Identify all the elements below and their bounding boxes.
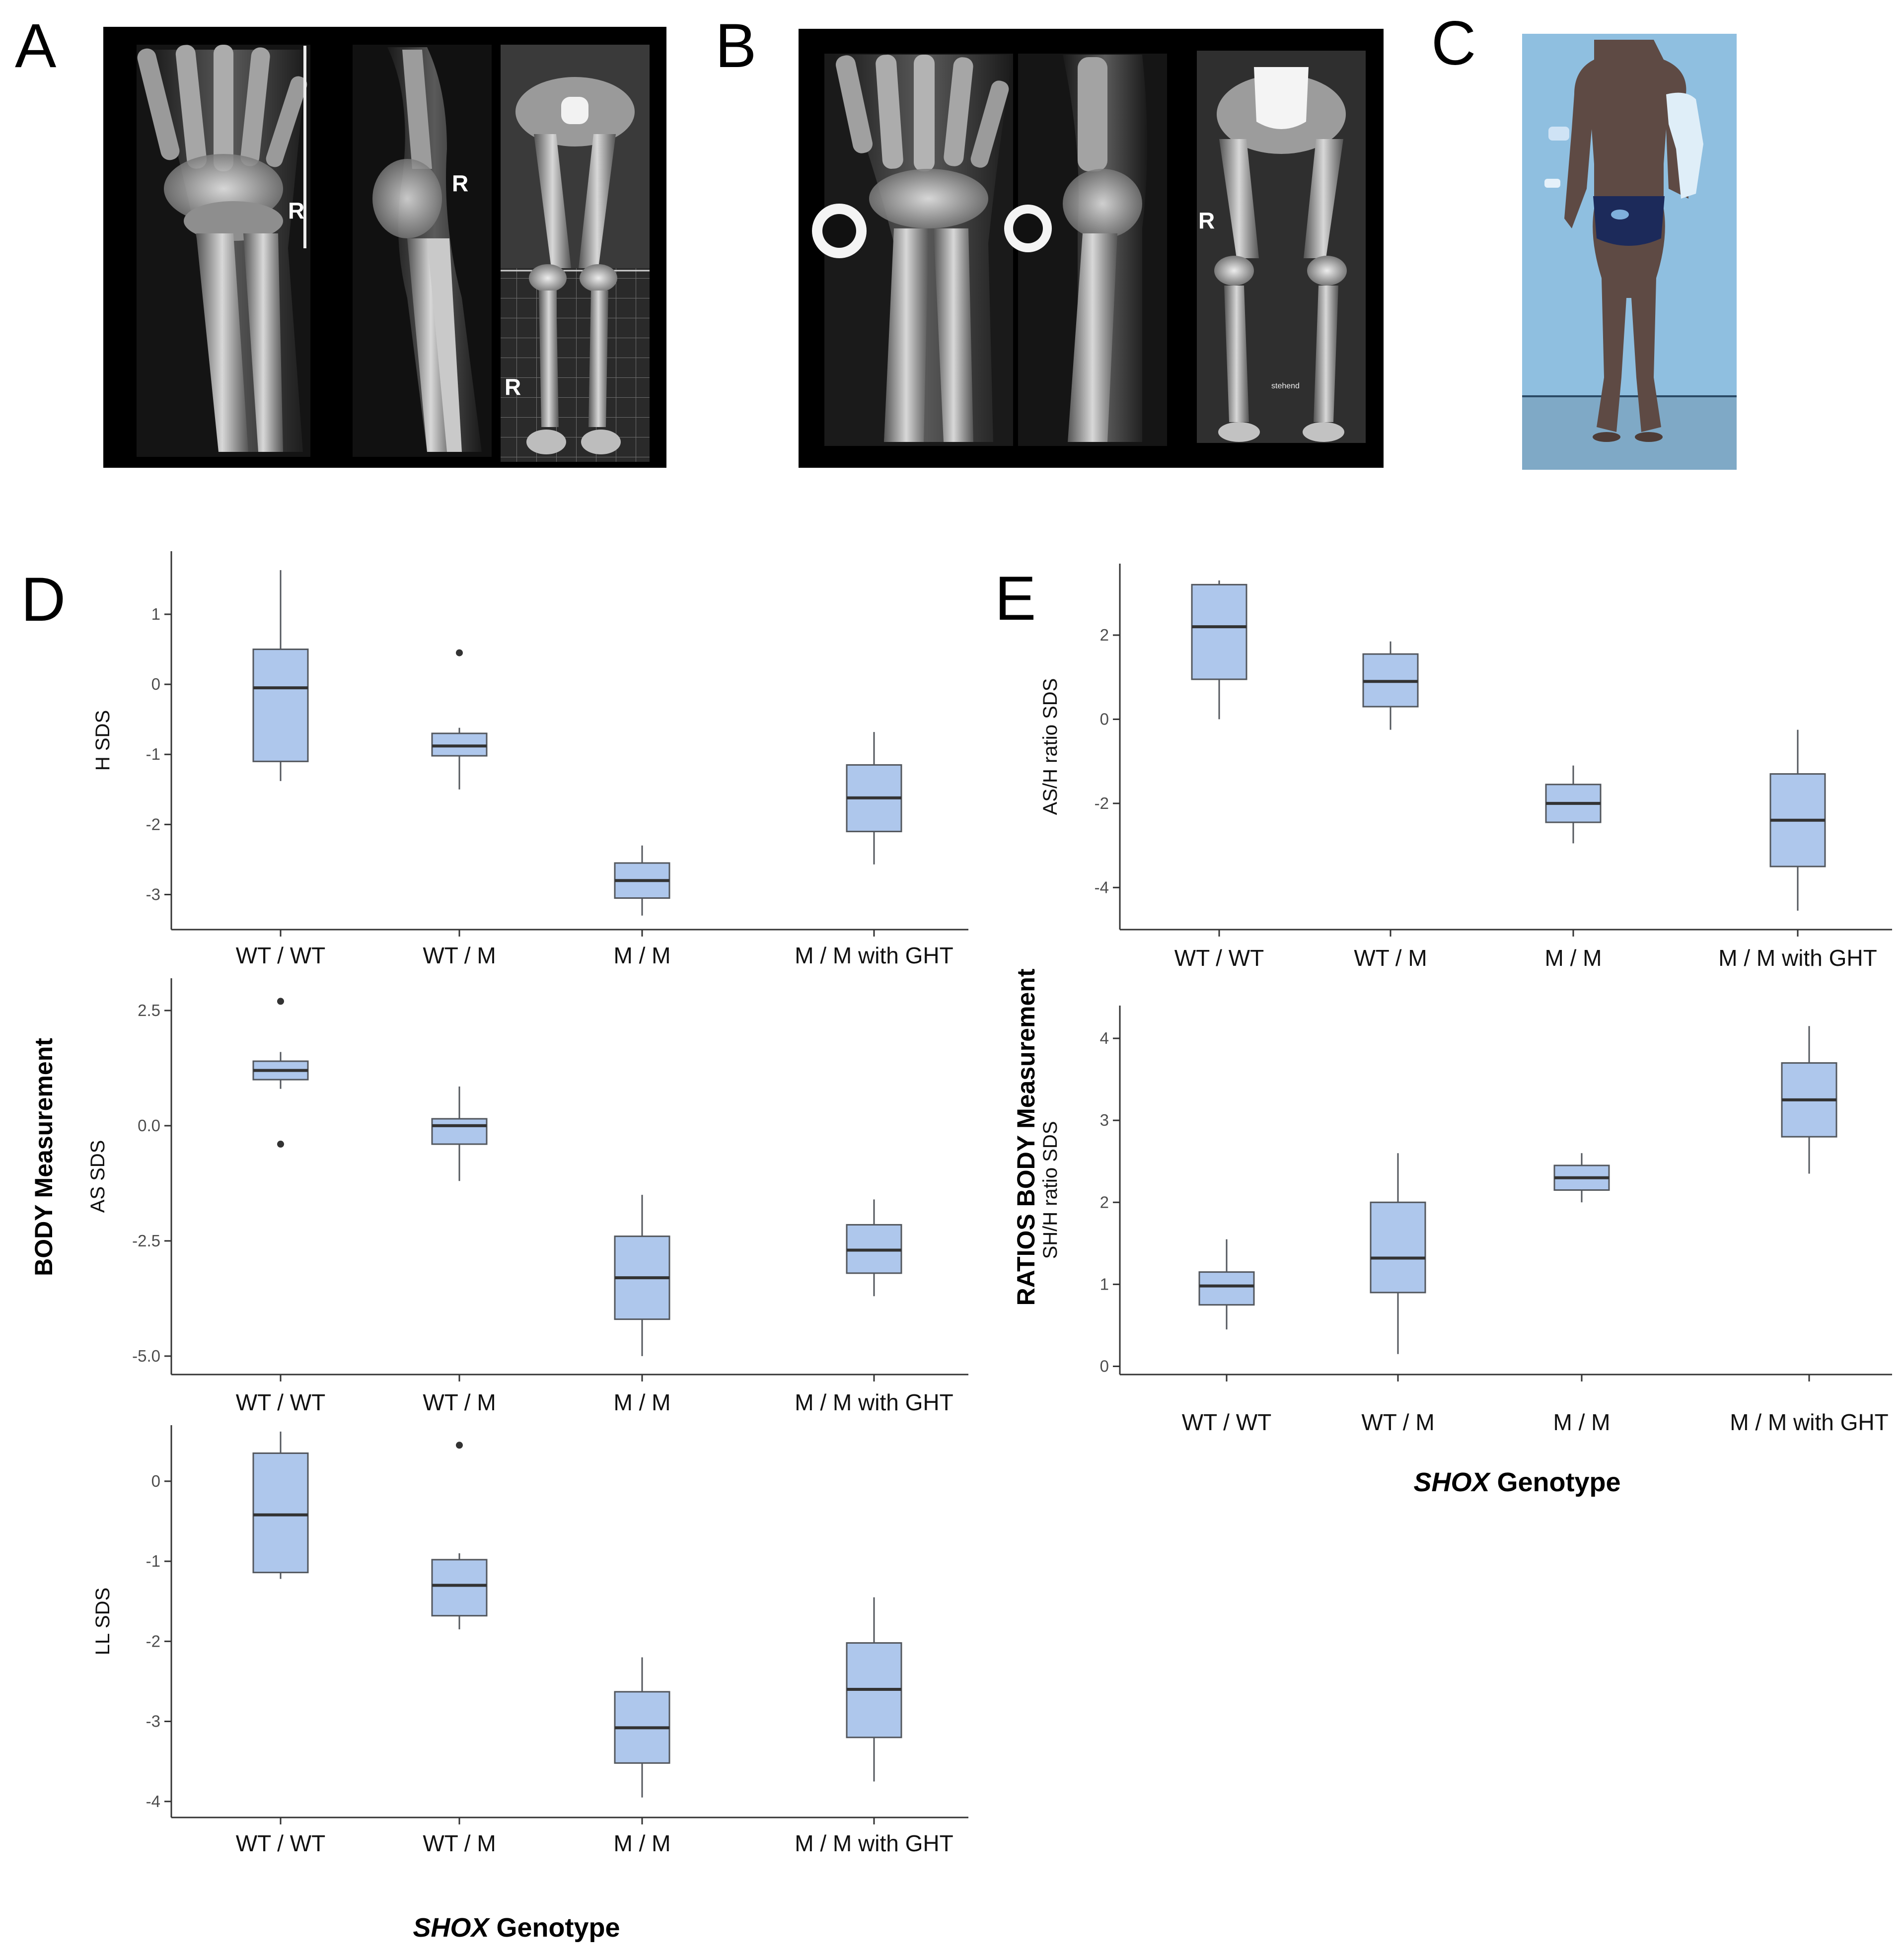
x-category-label: WT / M [423,1830,496,1856]
y-tick-label: -4 [1095,878,1109,896]
box-iqr [252,1452,309,1574]
outlier-point [456,1442,463,1449]
photo-c-child [1544,40,1703,442]
box-iqr [431,1559,488,1617]
x-category-label: WT / WT [236,1389,326,1415]
x-category-label: WT / M [423,1389,496,1415]
x-category-label: M / M with GHT [795,1830,953,1856]
y-tick-label: 3 [1100,1111,1109,1129]
box-iqr [1191,583,1247,680]
y-axis-label: AS/H ratio SDS [1039,678,1061,815]
y-tick-label: -2 [1095,794,1109,812]
xray-a-wrist-lateral: R [353,45,492,457]
xray-panel-a: R R R [103,27,666,468]
y-tick-label: 0 [151,1472,160,1490]
box-iqr [252,649,309,762]
chart-d-h: 1 0 -1 -2 -3 H SDS WT / WT WT / M M / M M / M wit… [92,551,968,968]
xray-a-legs: R [501,45,650,462]
x-category-label: M / M [1553,1409,1611,1435]
y-tick-label: 1 [1100,1275,1109,1293]
y-tick-label: -5.0 [132,1347,160,1365]
y-tick-label: -3 [146,1712,160,1731]
y-tick-label: -2.5 [132,1232,160,1250]
panel-letter-a: A [15,11,57,80]
x-category-label: M / M [614,1830,671,1856]
y-axis-label: AS SDS [87,1140,109,1213]
e-y-axis-title: RATIOS BODY Measurement [1012,968,1040,1306]
y-tick-label: -1 [146,1552,160,1570]
e-x-axis-title-gene: SHOX [1413,1467,1491,1497]
y-tick-label: -2 [146,815,160,833]
xray-b-wrist-lateral [1004,54,1167,446]
xray-b-legs-marker: R [1198,208,1215,233]
x-category-label: WT / M [423,943,496,968]
x-category-label: M / M with GHT [795,943,953,968]
chart-e-shh: 4 3 2 1 0 SH/H ratio SDS WT / WT WT / M M / M M /… [1039,1006,1892,1435]
panel-letter-b: B [715,11,756,80]
y-tick-label: -3 [146,885,160,903]
xray-a-wrist-lateral-marker: R [452,170,468,196]
x-category-label: WT / WT [1182,1409,1272,1435]
y-tick-label: 1 [151,605,160,623]
panel-letter-c: C [1431,9,1476,78]
charts-root: 1 0 -1 -2 -3 H SDS WT / WT WT / M M / M M / M wit… [87,551,1892,1856]
y-axis-label: LL SDS [92,1588,114,1655]
y-tick-label: 2 [1100,626,1109,644]
y-tick-label: -2 [146,1632,160,1650]
chart-d-as: 2.5 0.0 -2.5 -5.0 AS SDS WT / WT WT / M M / M M … [87,978,968,1415]
panel-letter-e: E [995,564,1036,633]
y-tick-label: 0 [1100,710,1109,728]
xray-a-legs-marker: R [505,374,521,400]
xray-b-wrist-ap [812,54,1013,446]
e-x-axis-title-rest: Genotype [1490,1467,1621,1497]
y-tick-label: 0 [1100,1357,1109,1375]
xray-a-wrist-ap-marker: R [288,198,304,223]
x-category-label: WT / M [1361,1409,1434,1435]
xray-b-legs: R stehend [1197,51,1366,443]
y-tick-label: 0 [151,675,160,693]
x-category-label: WT / WT [236,1830,326,1856]
x-category-label: M / M with GHT [1730,1409,1888,1435]
d-y-axis-title: BODY Measurement [30,1038,58,1276]
xray-a-wrist-ap: R [137,45,310,457]
y-tick-label: 0.0 [138,1116,160,1135]
x-category-label: M / M with GHT [795,1389,953,1415]
box-iqr [431,1118,488,1145]
e-x-axis-title: SHOX Genotype [1413,1467,1620,1497]
outlier-point [456,649,463,656]
box-iqr [1198,1271,1255,1306]
box-iqr [1370,1201,1426,1294]
y-tick-label: -1 [146,745,160,763]
x-category-label: M / M [1545,945,1602,971]
xray-b-legs-note: stehend [1271,382,1300,390]
x-category-label: WT / M [1354,945,1427,971]
d-x-axis-title-rest: Genotype [489,1913,620,1943]
x-category-label: M / M with GHT [1718,945,1877,971]
x-category-label: WT / WT [1174,945,1264,971]
x-category-label: M / M [614,1389,671,1415]
y-axis-label: SH/H ratio SDS [1039,1121,1061,1259]
chart-d-ll: 0 -1 -2 -3 -4 LL SDS WT / WT WT / M M / M M / M w… [92,1425,968,1856]
outlier-point [277,1141,284,1148]
d-x-axis-title-gene: SHOX [413,1913,490,1943]
d-x-axis-title: SHOX Genotype [413,1913,620,1943]
x-category-label: M / M [614,943,671,968]
panel-letter-d: D [21,565,66,634]
x-category-label: WT / WT [236,943,326,968]
xray-panel-b: R stehend [799,29,1384,468]
outlier-point [277,998,284,1005]
y-tick-label: 2 [1100,1193,1109,1211]
y-axis-label: H SDS [92,710,114,771]
y-tick-label: -4 [146,1792,160,1811]
chart-e-ash: 2 0 -2 -4 AS/H ratio SDS WT / WT WT / M M / M M … [1039,564,1892,971]
photo-panel-c [1522,34,1737,470]
y-tick-label: 4 [1100,1029,1109,1047]
y-tick-label: 2.5 [138,1001,160,1019]
